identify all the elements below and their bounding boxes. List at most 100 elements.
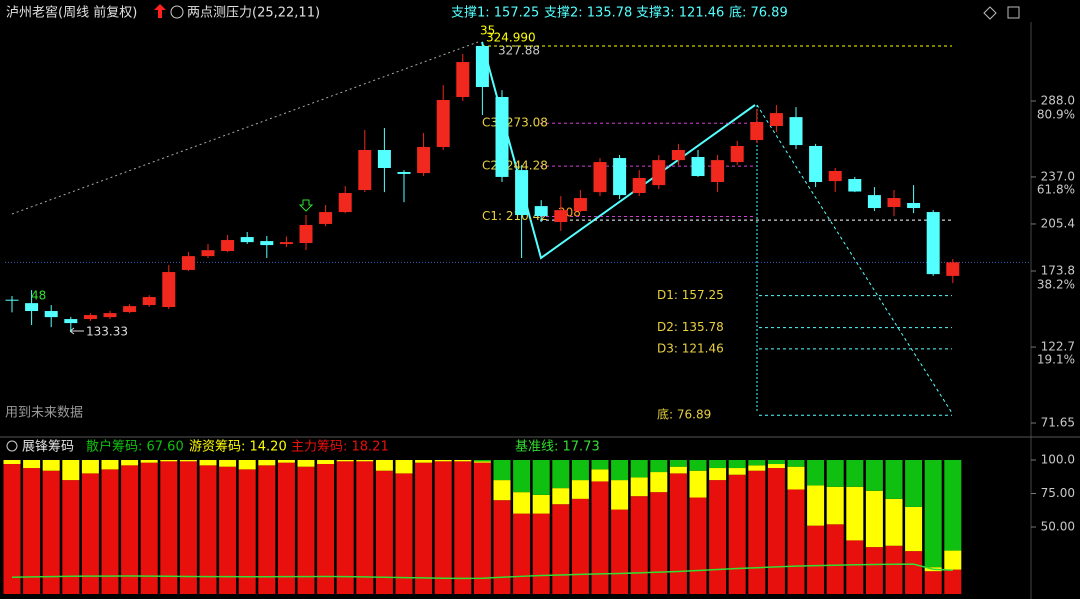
stack-segment: [865, 547, 883, 594]
stack-segment: [336, 461, 354, 594]
stack-segment: [767, 464, 785, 469]
stack-segment: [650, 472, 668, 493]
stack-segment: [630, 460, 648, 478]
candle-body: [279, 242, 293, 245]
candle-body: [789, 117, 803, 146]
candle-body: [809, 145, 823, 182]
stack-segment: [317, 460, 335, 465]
candle-body: [44, 311, 58, 318]
stack-segment: [807, 525, 825, 594]
candle-body: [593, 162, 607, 193]
stack-segment: [865, 490, 883, 548]
stack-segment: [473, 461, 491, 463]
d-level-label: 底: 76.89: [657, 407, 711, 422]
up-arrow-icon: [154, 4, 166, 18]
legend-entry: 散户筹码: 67.60: [86, 439, 184, 455]
window-icon[interactable]: [1007, 6, 1020, 19]
stack-segment: [160, 460, 178, 462]
note: 48: [31, 289, 46, 303]
stack-segment: [473, 462, 491, 594]
stack-segment: [865, 460, 883, 491]
footnote: 用到未来数据: [5, 406, 83, 421]
stack-segment: [748, 470, 766, 594]
stack-segment: [513, 460, 531, 493]
candle-body: [162, 272, 176, 308]
candle-body: [691, 156, 705, 177]
indicator-icon[interactable]: [6, 440, 18, 452]
stack-segment: [924, 571, 942, 594]
stack-segment: [179, 460, 197, 462]
stack-segment: [415, 460, 433, 463]
stack-segment: [748, 465, 766, 471]
ratio-tick-label: 80.9%: [1037, 108, 1075, 122]
stack-segment: [434, 461, 452, 594]
stack-segment: [787, 460, 805, 467]
indicator-name[interactable]: 两点测压力(25,22,11): [187, 6, 320, 21]
stack-segment: [905, 506, 923, 552]
low-label: 133.33: [86, 325, 128, 339]
legend-entry: 基准线: 17.73: [515, 440, 600, 455]
stack-segment: [473, 460, 491, 462]
stack-segment: [571, 498, 589, 594]
candle-body: [5, 299, 19, 301]
stack-segment: [336, 460, 354, 462]
stack-segment: [23, 460, 41, 469]
stack-segment: [669, 466, 687, 474]
indicator-icon[interactable]: [170, 5, 184, 19]
stack-segment: [277, 462, 295, 594]
stack-segment: [650, 492, 668, 594]
stack-segment: [689, 470, 707, 498]
legend-entry: 主力筹码: 18.21: [291, 439, 389, 455]
stack-segment: [199, 465, 217, 594]
d-level-label: D1: 157.25: [657, 288, 724, 302]
stack-segment: [42, 470, 60, 594]
support-label: 支撑2: 135.78: [544, 6, 632, 21]
stack-segment: [101, 469, 119, 594]
stack-segment: [454, 460, 472, 462]
candle-body: [64, 319, 78, 324]
stack-segment: [787, 489, 805, 594]
stock-title[interactable]: 泸州老窖(周线 前复权): [6, 5, 137, 21]
diamond-icon[interactable]: [983, 6, 997, 20]
y-tick-label: 288.0: [1041, 94, 1075, 108]
stack-segment: [532, 460, 550, 495]
peak-label: 324.990: [486, 30, 536, 44]
stack-segment: [238, 469, 256, 594]
candle-body: [907, 202, 921, 209]
stack-segment: [23, 468, 41, 594]
candle-body: [260, 241, 274, 246]
stack-segment: [885, 498, 903, 546]
candle-body: [83, 315, 97, 320]
candle-body: [946, 262, 960, 276]
stack-segment: [140, 460, 158, 463]
stack-segment: [748, 460, 766, 466]
candle-body: [319, 212, 333, 224]
stack-segment: [630, 496, 648, 594]
stack-segment: [924, 460, 942, 568]
signal-arrow: [298, 199, 314, 212]
candle-body: [671, 149, 685, 161]
candle-body: [417, 147, 431, 174]
stack-segment: [395, 473, 413, 594]
stack-segment: [532, 494, 550, 514]
stack-segment: [591, 481, 609, 594]
y-tick-label: 237.0: [1041, 169, 1075, 183]
candle-body: [377, 149, 391, 169]
stack-segment: [42, 460, 60, 471]
stack-segment: [728, 474, 746, 594]
stack-segment: [728, 460, 746, 469]
candle-body: [848, 179, 862, 192]
stack-segment: [434, 460, 452, 462]
stack-segment: [689, 460, 707, 471]
stack-segment: [493, 460, 511, 481]
stack-segment: [846, 486, 864, 541]
d-level-label: D3: 121.46: [657, 341, 724, 355]
candle-body: [769, 113, 783, 127]
stack-segment: [944, 459, 962, 551]
candle-body: [358, 149, 372, 191]
ratio-tick-label: 38.2%: [1037, 278, 1075, 292]
c-level-label: C2: 244.28: [482, 159, 548, 173]
stack-segment: [807, 460, 825, 486]
panel-title[interactable]: 展锋筹码: [22, 439, 74, 455]
stack-segment: [81, 473, 99, 594]
